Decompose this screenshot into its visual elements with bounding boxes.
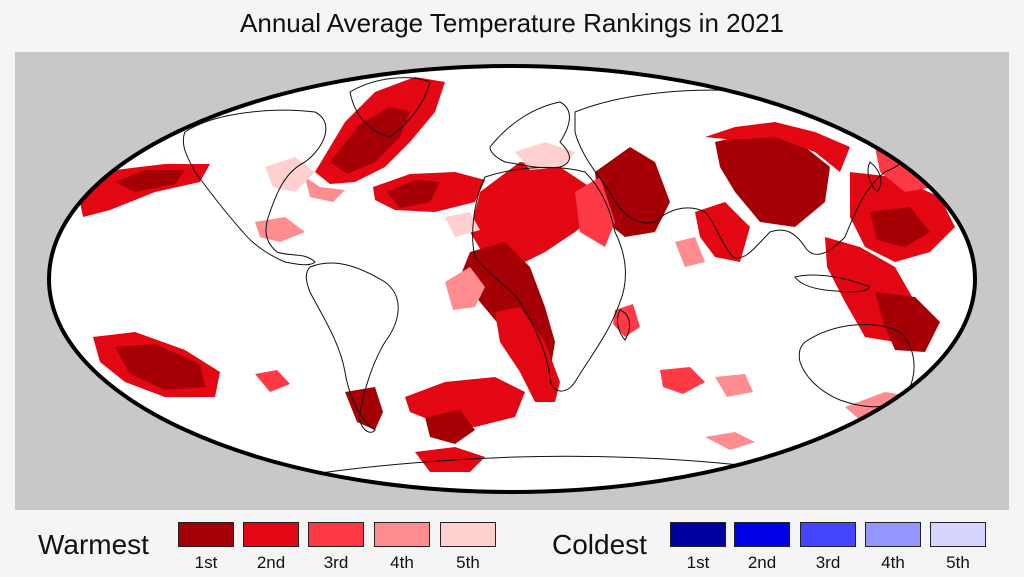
anomaly-regions [80, 77, 955, 472]
region-india-light [675, 237, 705, 267]
coast-north-america [182, 109, 327, 266]
warm-label-1st: 1st [194, 553, 218, 572]
cold-swatch-5th [930, 522, 986, 547]
coast-new-zealand [932, 381, 946, 418]
coast-south-america [305, 262, 399, 433]
region-mid-atlantic-core [387, 180, 440, 208]
region-middle-east-edge [575, 177, 615, 247]
region-south-pacific-core [115, 344, 205, 390]
region-madagascar [613, 304, 640, 337]
region-middle-east [595, 147, 670, 237]
region-europe-light [515, 142, 575, 170]
cold-swatch-3rd [800, 522, 856, 547]
coast-indonesia [794, 274, 871, 293]
legend-warmest-title: Warmest [38, 529, 149, 560]
legend-coldest-title: Coldest [552, 529, 647, 560]
legend-coldest: Coldest 1st 2nd 3rd 4th 5th [552, 520, 992, 577]
region-antarctic-atl [415, 447, 485, 472]
coast-europe [489, 101, 570, 169]
region-south-pacific-east [255, 370, 290, 392]
region-nw-pacific-core [870, 207, 930, 247]
region-south-atlantic [495, 307, 560, 402]
region-north-atlantic-core [330, 107, 410, 174]
region-antarctic-ind [705, 432, 755, 450]
coast-madagascar [617, 309, 631, 341]
chart-title: Annual Average Temperature Rankings in 2… [240, 8, 784, 38]
region-west-pacific-core [875, 292, 940, 352]
warm-swatch-1st [178, 522, 234, 547]
coast-greenland [349, 77, 431, 138]
region-south-indian-2 [715, 374, 753, 397]
region-atlantic-light [445, 212, 480, 237]
warm-label-2nd: 2nd [256, 553, 286, 572]
region-southern-ocean-atl [405, 377, 525, 427]
warm-label-4th: 4th [390, 553, 414, 572]
cold-label-1st: 1st [686, 553, 710, 572]
coast-japan [867, 161, 882, 193]
region-africa-north [470, 162, 600, 267]
coast-africa [472, 166, 626, 392]
region-ne-pacific-core [115, 170, 185, 192]
warm-swatch-4th [374, 522, 430, 547]
region-south-indian [660, 367, 705, 394]
region-caribbean [255, 217, 305, 242]
map-panel [15, 52, 1009, 510]
warm-swatch-3rd [308, 522, 364, 547]
region-east-asia [715, 132, 830, 227]
cold-label-3rd: 3rd [815, 553, 841, 572]
cold-swatch-1st [670, 522, 726, 547]
region-southern-ocean-atl-core [425, 410, 475, 444]
cold-swatch-2nd [734, 522, 790, 547]
cold-label-5th: 5th [946, 553, 970, 572]
region-patagonia [345, 387, 383, 430]
cold-label-2nd: 2nd [747, 553, 777, 572]
region-east-asia-edge [705, 122, 850, 172]
warm-label-5th: 5th [456, 553, 480, 572]
cold-swatch-4th [865, 522, 921, 547]
region-north-atlantic-edge [305, 177, 345, 202]
region-west-africa [445, 267, 485, 310]
warm-swatch-2nd [243, 522, 299, 547]
globe-outline [47, 64, 977, 494]
region-north-america-east [265, 157, 315, 192]
world-map [47, 64, 977, 494]
cold-label-4th: 4th [881, 553, 905, 572]
warm-label-3rd: 3rd [323, 553, 349, 572]
warm-swatch-5th [440, 522, 496, 547]
legend-warmest: Warmest 1st 2nd 3rd 4th 5th [38, 520, 508, 577]
